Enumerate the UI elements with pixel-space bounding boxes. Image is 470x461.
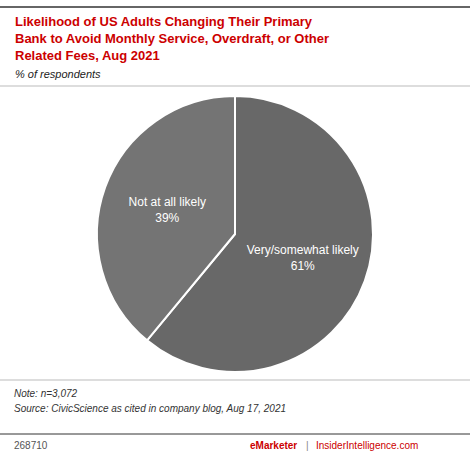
svg-text:% of respondents: % of respondents bbox=[15, 68, 101, 80]
svg-text:39%: 39% bbox=[155, 211, 179, 225]
svg-text:eMarketer: eMarketer bbox=[250, 440, 297, 451]
svg-text:Related Fees, Aug 2021: Related Fees, Aug 2021 bbox=[15, 48, 160, 63]
svg-text:InsiderIntelligence.com: InsiderIntelligence.com bbox=[316, 440, 418, 451]
svg-text:Likelihood of US Adults Changi: Likelihood of US Adults Changing Their P… bbox=[15, 14, 313, 29]
svg-text:Source: CivicScience as cited: Source: CivicScience as cited in company… bbox=[14, 403, 286, 414]
svg-text:|: | bbox=[306, 440, 309, 451]
svg-text:61%: 61% bbox=[291, 259, 315, 273]
svg-text:Not at all likely: Not at all likely bbox=[129, 195, 206, 209]
svg-text:Bank to Avoid Monthly Service,: Bank to Avoid Monthly Service, Overdraft… bbox=[15, 31, 329, 46]
svg-text:Very/somewhat likely: Very/somewhat likely bbox=[247, 243, 359, 257]
svg-text:Note: n=3,072: Note: n=3,072 bbox=[14, 388, 78, 399]
svg-text:268710: 268710 bbox=[14, 440, 48, 451]
